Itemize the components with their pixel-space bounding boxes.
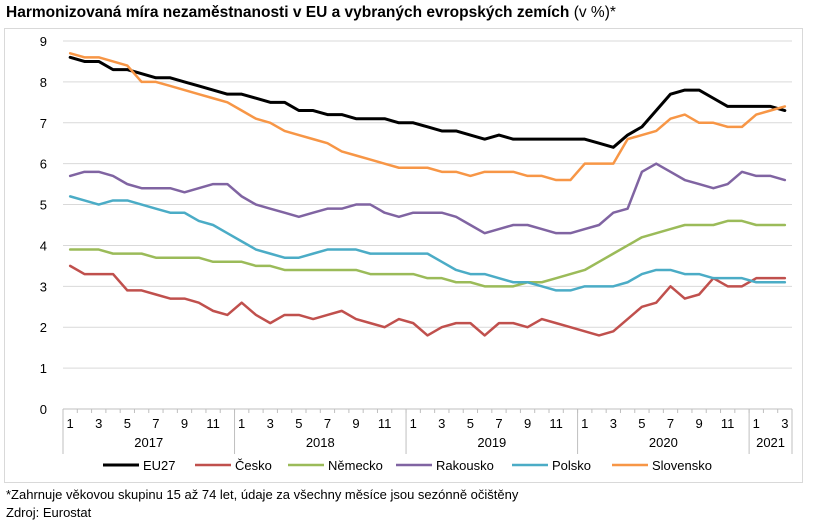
year-label: 2019 [477, 435, 506, 450]
y-tick-label: 1 [40, 361, 47, 376]
series-line-rakousko [68, 162, 787, 235]
gridlines [63, 40, 792, 369]
y-tick-label: 8 [40, 75, 47, 90]
x-tick-label: 9 [352, 416, 359, 431]
series-line-polsko [68, 195, 787, 292]
series-line-slovensko [68, 52, 787, 182]
y-tick-label: 3 [40, 279, 47, 294]
series-lines [68, 52, 787, 337]
x-tick-label: 3 [438, 416, 445, 431]
x-tick-label: 11 [549, 416, 563, 431]
x-tick-label: 5 [124, 416, 131, 431]
series-line-eu27 [68, 55, 787, 149]
legend-label: Rakousko [436, 458, 494, 473]
chart-frame [4, 28, 803, 483]
x-tick-label: 7 [667, 416, 674, 431]
x-tick-label: 3 [267, 416, 274, 431]
x-tick-label: 7 [152, 416, 159, 431]
x-tick-label: 1 [581, 416, 588, 431]
series-line-německo [68, 219, 787, 288]
y-tick-label: 5 [40, 198, 47, 213]
x-tick-label: 7 [495, 416, 502, 431]
x-tick-label: 1 [238, 416, 245, 431]
chart-title-main: Harmonizovaná míra nezaměstnanosti v EU … [6, 4, 570, 21]
y-tick-label: 9 [40, 34, 47, 49]
x-tick-label: 3 [781, 416, 788, 431]
y-tick-label: 4 [40, 238, 47, 253]
x-tick-label: 1 [753, 416, 760, 431]
x-tick-label: 5 [467, 416, 474, 431]
x-tick-label: 11 [378, 416, 392, 431]
chart-title-unit: (v %)* [573, 4, 616, 21]
y-tick-label: 7 [40, 116, 47, 131]
year-label: 2021 [756, 435, 785, 450]
year-label: 2018 [306, 435, 335, 450]
legend-label: Slovensko [652, 458, 712, 473]
x-tick-label: 1 [67, 416, 74, 431]
x-tick-label: 3 [610, 416, 617, 431]
y-tick-label: 0 [40, 402, 47, 417]
y-tick-label: 6 [40, 157, 47, 172]
x-tick-label: 11 [721, 416, 735, 431]
legend-label: Německo [328, 458, 383, 473]
x-tick-label: 1 [410, 416, 417, 431]
year-label: 2020 [649, 435, 678, 450]
series-line-česko [68, 264, 787, 337]
x-tick-label: 9 [524, 416, 531, 431]
footnote: *Zahrnuje věkovou skupinu 15 až 74 let, … [6, 487, 519, 502]
x-tick-label: 7 [324, 416, 331, 431]
year-label: 2017 [134, 435, 163, 450]
x-tick-label: 3 [95, 416, 102, 431]
legend-label: Česko [235, 458, 272, 473]
legend-label: Polsko [552, 458, 591, 473]
legend-label: EU27 [143, 458, 176, 473]
y-tick-label: 2 [40, 320, 47, 335]
x-tick-label: 9 [181, 416, 188, 431]
x-tick-label: 5 [295, 416, 302, 431]
source-note: Zdroj: Eurostat [6, 505, 92, 520]
x-tick-label: 9 [695, 416, 702, 431]
x-tick-label: 11 [206, 416, 220, 431]
legend: EU27 Česko Německo Rakousko Polsko Slovensko [103, 458, 712, 473]
chart-title: Harmonizovaná míra nezaměstnanosti v EU … [6, 4, 616, 22]
x-tick-label: 5 [638, 416, 645, 431]
